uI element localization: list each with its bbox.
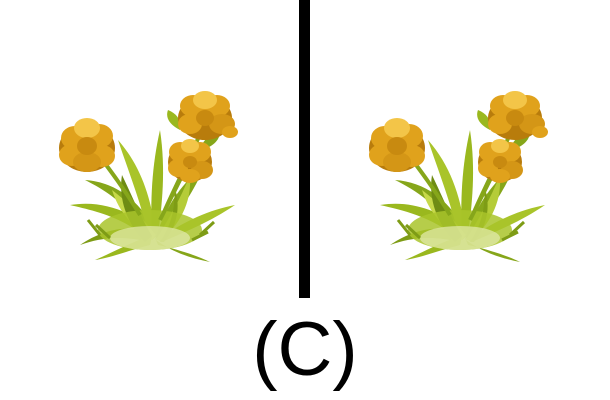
option-label: (C) (252, 307, 358, 392)
divider-line (299, 0, 310, 298)
flower-bush-illustration (57, 89, 240, 264)
left-image-panel (0, 0, 300, 300)
flower-bush-illustration (367, 89, 550, 264)
right-image-panel (310, 0, 610, 300)
